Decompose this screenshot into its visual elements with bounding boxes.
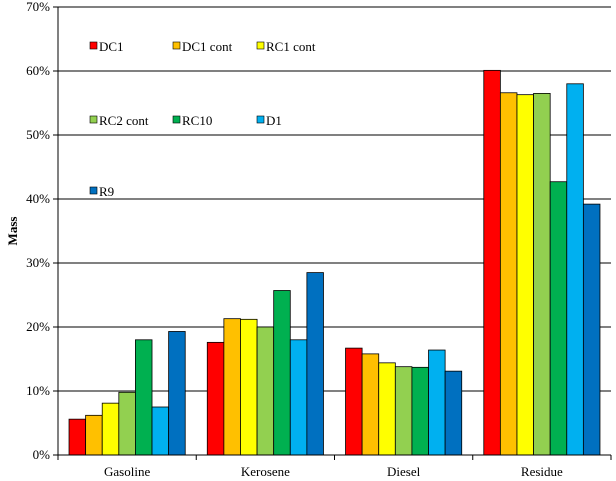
x-tick-label: Kerosene (241, 464, 290, 479)
legend-item-dc1: DC1 (89, 39, 124, 54)
y-tick-label: 70% (26, 0, 50, 14)
bar-dc1-residue (483, 69, 501, 456)
bar-rc2-cont-diesel (394, 366, 413, 456)
y-tick-label: 40% (26, 191, 50, 206)
legend-item-dc1-cont: DC1 cont (172, 39, 233, 54)
bar-d1-gasoline (151, 406, 170, 456)
legend-label: RC2 cont (99, 113, 149, 128)
legend-item-rc10: RC10 (172, 113, 212, 128)
bar-r9-residue (582, 203, 601, 456)
y-tick-label: 50% (26, 127, 50, 142)
bar-dc1-cont-gasoline (85, 414, 103, 456)
y-axis-title: Mass (5, 217, 20, 246)
bar-dc1-cont-residue (499, 92, 518, 456)
bar-d1-kerosene (289, 339, 308, 456)
bar-rc2-cont-residue (533, 93, 551, 456)
y-tick-label: 60% (26, 63, 50, 78)
legend-swatch (89, 186, 98, 195)
x-axis-ticks: Gasoline Kerosene Diesel Residue (57, 455, 612, 479)
bar-rc10-diesel (411, 366, 429, 456)
y-tick-label: 0% (33, 447, 51, 462)
y-tick-label: 10% (26, 383, 50, 398)
y-axis-ticks: 0% 10% 20% 30% 40% 50% 60% 70% (26, 0, 58, 462)
bar-rc1-cont-gasoline (101, 402, 120, 456)
legend-swatch (89, 115, 98, 124)
bar-rc10-gasoline (135, 339, 153, 456)
legend-label: D1 (266, 113, 282, 128)
legend-item-d1: D1 (256, 113, 282, 128)
x-tick-label: Diesel (387, 464, 421, 479)
bar-rc1-cont-diesel (378, 362, 396, 456)
bar-dc1-diesel (345, 347, 363, 456)
bar-d1-residue (566, 83, 584, 456)
y-tick-label: 30% (26, 255, 50, 270)
x-tick-label: Residue (521, 464, 563, 479)
legend-swatch (256, 41, 265, 50)
bar-rc10-residue (549, 181, 568, 456)
legend-swatch (172, 41, 181, 50)
legend-label: DC1 cont (182, 39, 233, 54)
legend-item-rc1-cont: RC1 cont (256, 39, 316, 54)
legend-label: RC1 cont (266, 39, 316, 54)
y-tick-label: 20% (26, 319, 50, 334)
legend-label: DC1 (99, 39, 124, 54)
legend-swatch (89, 41, 98, 50)
bar-r9-gasoline (168, 331, 186, 456)
bar-rc10-kerosene (273, 290, 291, 456)
legend-swatch (172, 115, 181, 124)
bar-r9-kerosene (306, 272, 324, 456)
bar-dc1-gasoline (68, 418, 87, 456)
bar-rc1-cont-residue (516, 94, 534, 456)
bar-r9-diesel (444, 370, 463, 456)
legend-item-rc2-cont: RC2 cont (89, 113, 149, 128)
bars (68, 69, 601, 456)
legend-item-r9: R9 (89, 184, 114, 199)
bar-dc1-cont-diesel (361, 353, 380, 456)
x-tick-label: Gasoline (104, 464, 150, 479)
bar-dc1-cont-kerosene (223, 318, 241, 456)
legend-label: R9 (99, 184, 114, 199)
legend-swatch (256, 115, 265, 124)
legend-label: RC10 (182, 113, 212, 128)
bar-rc1-cont-kerosene (240, 318, 258, 456)
bar-rc2-cont-kerosene (256, 326, 275, 456)
legend: DC1 DC1 cont RC1 cont RC2 cont RC10 D1 R9 (89, 39, 316, 199)
bar-d1-diesel (428, 349, 446, 456)
bar-rc2-cont-gasoline (118, 391, 136, 456)
bar-dc1-kerosene (206, 341, 225, 456)
